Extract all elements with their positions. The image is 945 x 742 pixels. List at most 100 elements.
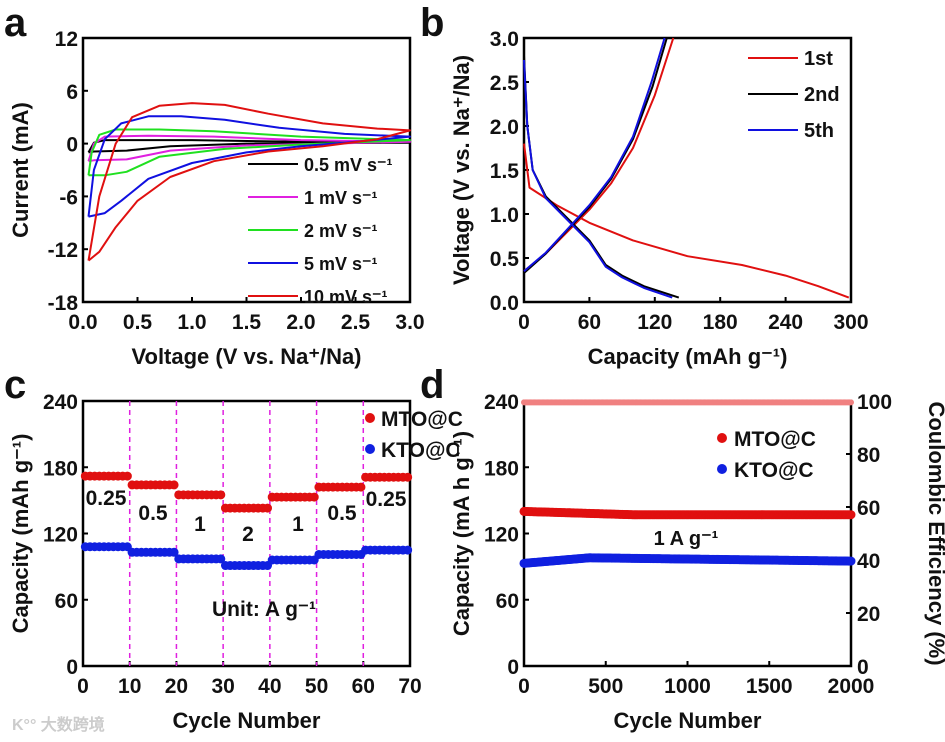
y-tick-label: 240 (43, 391, 78, 414)
y2-tick-label: 100 (857, 391, 892, 414)
y-tick-label: 120 (43, 524, 78, 547)
legend-label-1: KTO@C (381, 439, 461, 462)
gcd-curve-0-1 (523, 37, 675, 272)
legend-label-2: 2 mV s⁻¹ (304, 221, 378, 241)
x-tick-label: 1000 (664, 675, 711, 698)
x-tick-label: 40 (258, 675, 281, 698)
x-tick-label: 1.5 (232, 311, 262, 334)
x-tick-label: 3.0 (395, 311, 424, 334)
data-point-ce (848, 399, 854, 406)
y-tick-label: 6 (66, 81, 78, 104)
gcd-curve-2-1 (523, 37, 666, 272)
panel-label-a: a (4, 1, 27, 45)
legend-label-1: KTO@C (734, 459, 814, 482)
x-tick-label: 0.5 (123, 311, 153, 334)
x-tick-label: 240 (768, 311, 803, 334)
x-tick-label: 0 (518, 675, 530, 698)
data-point-MTO@C (169, 480, 179, 490)
x-tick-label: 2000 (828, 675, 875, 698)
x-tick-label: 500 (588, 675, 623, 698)
y2-axis-label: Coulombic Efficiency (%) (924, 401, 945, 665)
y-tick-label: 2.5 (490, 72, 520, 95)
x-tick-label: 60 (352, 675, 375, 698)
y-axis-label: Capacity (mA h g⁻¹) (449, 431, 474, 636)
data-point-KTO (846, 556, 856, 566)
panel-label-c: c (4, 363, 26, 407)
x-tick-label: 70 (398, 675, 421, 698)
y-tick-label: 2.0 (490, 116, 519, 139)
rate-label: 0.25 (366, 488, 407, 511)
legend-marker (717, 464, 727, 474)
panel-label-b: b (420, 1, 444, 45)
x-tick-label: 1500 (746, 675, 793, 698)
x-tick-label: 120 (637, 311, 672, 334)
y2-tick-label: 40 (857, 550, 880, 573)
x-tick-label: 0 (77, 675, 89, 698)
y-tick-label: 180 (43, 457, 78, 480)
rate-label: 1 (194, 513, 206, 536)
gcd-curve-0-0 (523, 143, 850, 299)
data-point-KTO@C (169, 547, 179, 557)
y-axis-label: Capacity (mAh g⁻¹) (8, 434, 33, 634)
rate-label: 0.5 (138, 502, 168, 525)
y-tick-label: 0.0 (490, 292, 519, 315)
x-axis-label: Cycle Number (614, 708, 762, 733)
y-tick-label: 180 (484, 457, 519, 480)
y2-tick-label: 0 (857, 656, 869, 679)
x-tick-label: 0 (518, 311, 530, 334)
y-tick-label: 120 (484, 524, 519, 547)
rate-label: 1 (292, 513, 304, 536)
x-tick-label: 1.0 (177, 311, 206, 334)
data-point-KTO@C (216, 554, 226, 564)
cv-curve-2 (87, 128, 411, 177)
data-point-MTO (846, 510, 856, 520)
legend-label-1: 2nd (804, 84, 840, 106)
y-tick-label: 0.5 (490, 248, 520, 271)
x-tick-label: 10 (118, 675, 141, 698)
panel-a: 0.0 0.5 1.0 1.5 2.0 2.5 3.0 -18 -12 -6 0 6 12 Voltage… (8, 28, 425, 369)
x-tick-label: 60 (578, 311, 601, 334)
y-tick-label: 0 (66, 656, 78, 679)
cv-curve-4 (87, 102, 411, 262)
watermark: K°° 大数跨境 (12, 715, 105, 734)
rate-label: 0.5 (327, 502, 357, 525)
x-tick-label: 2.5 (341, 311, 371, 334)
y-tick-label: -12 (48, 239, 78, 262)
y-tick-label: 60 (55, 590, 78, 613)
legend-marker (365, 413, 375, 423)
y-axis-label: Voltage (V vs. Na⁺/Na) (449, 55, 474, 285)
legend-label-0: MTO@C (734, 428, 816, 451)
panel-c: 0 10 20 30 40 50 60 70 0 60 120 180 240 Cycle Number C… (8, 391, 463, 733)
x-axis-label: Voltage (V vs. Na⁺/Na) (131, 344, 361, 369)
rate-label: 0.25 (86, 487, 127, 510)
y2-tick-label: 20 (857, 603, 880, 626)
legend-label-3: 5 mV s⁻¹ (304, 254, 378, 274)
data-point-MTO@C (216, 490, 226, 500)
legend-label-2: 5th (804, 120, 834, 142)
y-tick-label: -18 (48, 292, 79, 315)
y-tick-label: 3.0 (490, 28, 519, 51)
data-point-KTO@C (403, 545, 413, 555)
cv-curve-3 (87, 115, 411, 218)
plot-frame (522, 36, 853, 304)
y-tick-label: 0 (507, 656, 519, 679)
legend-label-1: 1 mV s⁻¹ (304, 188, 378, 208)
x-axis-label: Cycle Number (173, 708, 321, 733)
legend-label-4: 10 mV s⁻¹ (304, 287, 388, 307)
unit-annotation: Unit: A g⁻¹ (212, 598, 316, 621)
y-tick-label: 0 (66, 134, 78, 157)
y-tick-label: 12 (55, 28, 78, 51)
x-tick-label: 30 (211, 675, 234, 698)
x-tick-label: 300 (833, 311, 868, 334)
rate-label: 2 (242, 523, 254, 546)
x-axis-label: Capacity (mAh g⁻¹) (588, 344, 788, 369)
y-axis-label: Current (mA) (8, 102, 33, 238)
x-tick-label: 0.0 (68, 311, 97, 334)
data-point-MTO@C (122, 471, 132, 481)
legend-label-0: 0.5 mV s⁻¹ (304, 155, 393, 175)
y-tick-label: 1.5 (490, 160, 520, 183)
y2-tick-label: 60 (857, 497, 880, 520)
y-tick-label: 1.0 (490, 204, 519, 227)
